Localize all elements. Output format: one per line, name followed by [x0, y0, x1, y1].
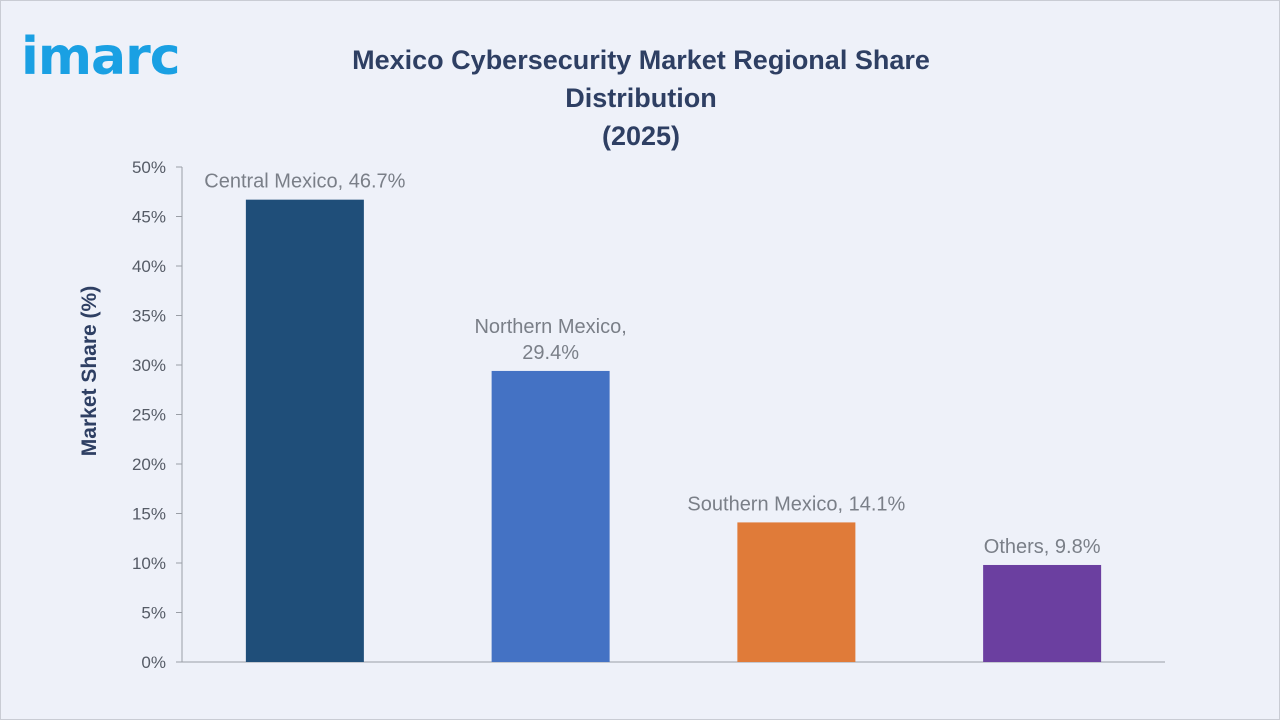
bar-northern-mexico	[491, 370, 610, 662]
y-tick-label: 20%	[132, 455, 166, 474]
y-tick-label: 30%	[132, 356, 166, 375]
bar-southern-mexico	[737, 522, 856, 662]
y-tick-label: 15%	[132, 505, 166, 524]
imarc-logo: imarc	[21, 9, 211, 89]
chart-title-line-1: Mexico Cybersecurity Market Regional Sha…	[352, 45, 930, 113]
chart-title: Mexico Cybersecurity Market Regional Sha…	[301, 41, 981, 155]
y-tick-label: 0%	[141, 653, 166, 672]
y-tick-label: 45%	[132, 208, 166, 227]
y-axis-label: Market Share (%)	[78, 286, 101, 456]
y-tick-label: 5%	[141, 604, 166, 623]
y-tick-label: 35%	[132, 307, 166, 326]
y-tick-label: 10%	[132, 554, 166, 573]
y-tick-label: 50%	[132, 158, 166, 177]
data-label: Southern Mexico, 14.1%	[687, 493, 905, 515]
bar-central-mexico	[245, 199, 364, 663]
y-tick-label: 40%	[132, 257, 166, 276]
logo-text: imarc	[21, 27, 180, 87]
data-labels: Central Mexico, 46.7% Northern Mexico, 29.…	[204, 171, 1100, 558]
data-label: 29.4%	[522, 342, 579, 364]
data-label: Others, 9.8%	[984, 536, 1101, 558]
imarc-logo-mark: imarc	[21, 27, 181, 87]
data-label: Northern Mexico,	[474, 316, 626, 338]
y-tick-label: 25%	[132, 406, 166, 425]
data-label: Central Mexico, 46.7%	[204, 171, 405, 193]
chart-title-line-2: (2025)	[601, 121, 681, 151]
bars	[245, 199, 1102, 663]
bar-others	[983, 564, 1102, 662]
